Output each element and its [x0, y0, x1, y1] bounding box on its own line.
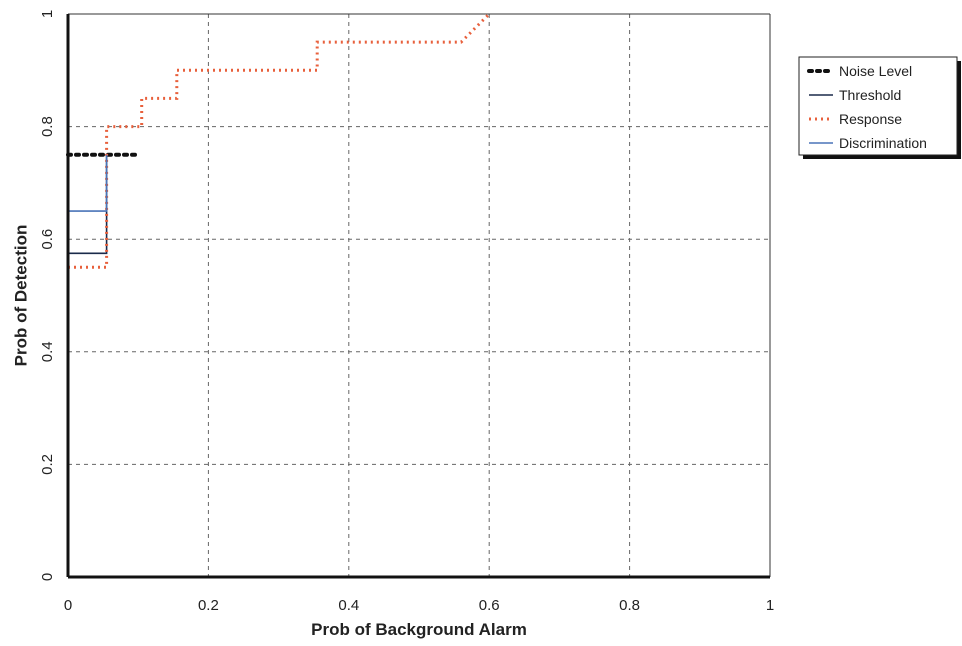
x-tick-label: 1 [766, 597, 774, 614]
legend-label-noise-level: Noise Level [839, 63, 912, 79]
y-tick-label: 0 [39, 573, 56, 581]
x-tick-label: 0.6 [479, 597, 500, 614]
y-tick-label: 1 [39, 10, 56, 18]
x-tick-label: 0 [64, 597, 72, 614]
x-axis-title: Prob of Background Alarm [311, 620, 527, 639]
y-tick-label: 0.2 [39, 454, 56, 475]
legend-label-discrimination: Discrimination [839, 135, 927, 151]
x-tick-label: 0.2 [198, 597, 219, 614]
legend-label-response: Response [839, 111, 902, 127]
legend: Noise Level Threshold Response Discriminati… [799, 57, 961, 159]
y-tick-label: 0.8 [39, 116, 56, 137]
y-tick-label: 0.4 [39, 341, 56, 362]
legend-label-threshold: Threshold [839, 87, 901, 103]
plot-area [68, 14, 770, 577]
x-tick-label: 0.4 [338, 597, 359, 614]
x-tick-label: 0.8 [619, 597, 640, 614]
y-axis-title: Prob of Detection [11, 225, 30, 367]
y-tick-label: 0.6 [39, 229, 56, 250]
